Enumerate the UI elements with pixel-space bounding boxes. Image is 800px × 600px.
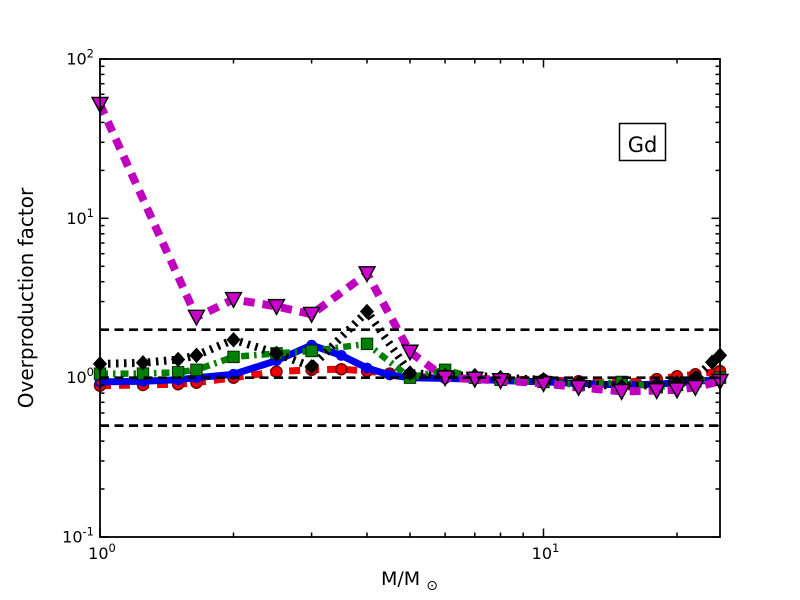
triangle-down-marker — [267, 298, 286, 316]
reference-lines — [100, 328, 720, 427]
axis-tick-label: 101 — [532, 541, 560, 563]
square-marker — [360, 337, 374, 351]
axis-tick-label: 102 — [66, 47, 94, 69]
diamond-marker — [170, 351, 186, 368]
axis-tick-label: 100 — [88, 541, 116, 563]
axis-tick-label: 101 — [66, 206, 94, 228]
diamond-marker — [705, 354, 720, 370]
diamond-marker — [135, 355, 151, 371]
diamond-marker — [402, 365, 418, 381]
circle-open-marker — [361, 362, 373, 374]
x-axis-label-base: M/M — [381, 568, 420, 590]
square-marker — [227, 350, 240, 364]
circle-open-marker — [384, 369, 396, 381]
triangle-down-marker — [686, 379, 705, 397]
axis-tick-label: 100 — [66, 365, 94, 387]
diamond-marker — [304, 359, 319, 375]
triangle-down-marker — [302, 306, 321, 324]
diamond-marker — [359, 303, 375, 320]
x-axis-label: M/M ⊙ — [381, 568, 438, 594]
triangle-down-marker — [569, 379, 588, 397]
triangle-down-marker — [667, 382, 687, 400]
solar-symbol-subscript: ⊙ — [426, 578, 438, 594]
annotation-label: Gd — [628, 133, 658, 157]
triangle-down-marker — [187, 309, 206, 327]
diamond-marker — [189, 347, 204, 364]
triangle-down-marker — [647, 383, 666, 401]
circle-marker — [335, 362, 348, 376]
diamond-marker — [226, 331, 241, 348]
circle-open-marker — [335, 349, 347, 361]
triangle-down-marker — [357, 266, 377, 284]
circle-marker — [270, 365, 283, 378]
y-axis-label: Overproduction factor — [14, 187, 38, 408]
triangle-down-marker — [465, 371, 484, 389]
square-marker — [305, 344, 318, 358]
axis-ticks — [99, 58, 720, 538]
axis-tick-label: 10-1 — [62, 525, 94, 547]
diamond-marker — [269, 345, 284, 362]
triangle-down-marker — [612, 383, 631, 401]
triangle-down-marker — [224, 291, 243, 309]
square-marker — [190, 363, 203, 377]
triangle-down-marker — [400, 344, 420, 362]
annotation-box-frame — [618, 122, 667, 162]
annotation-box: Gd — [618, 122, 667, 162]
